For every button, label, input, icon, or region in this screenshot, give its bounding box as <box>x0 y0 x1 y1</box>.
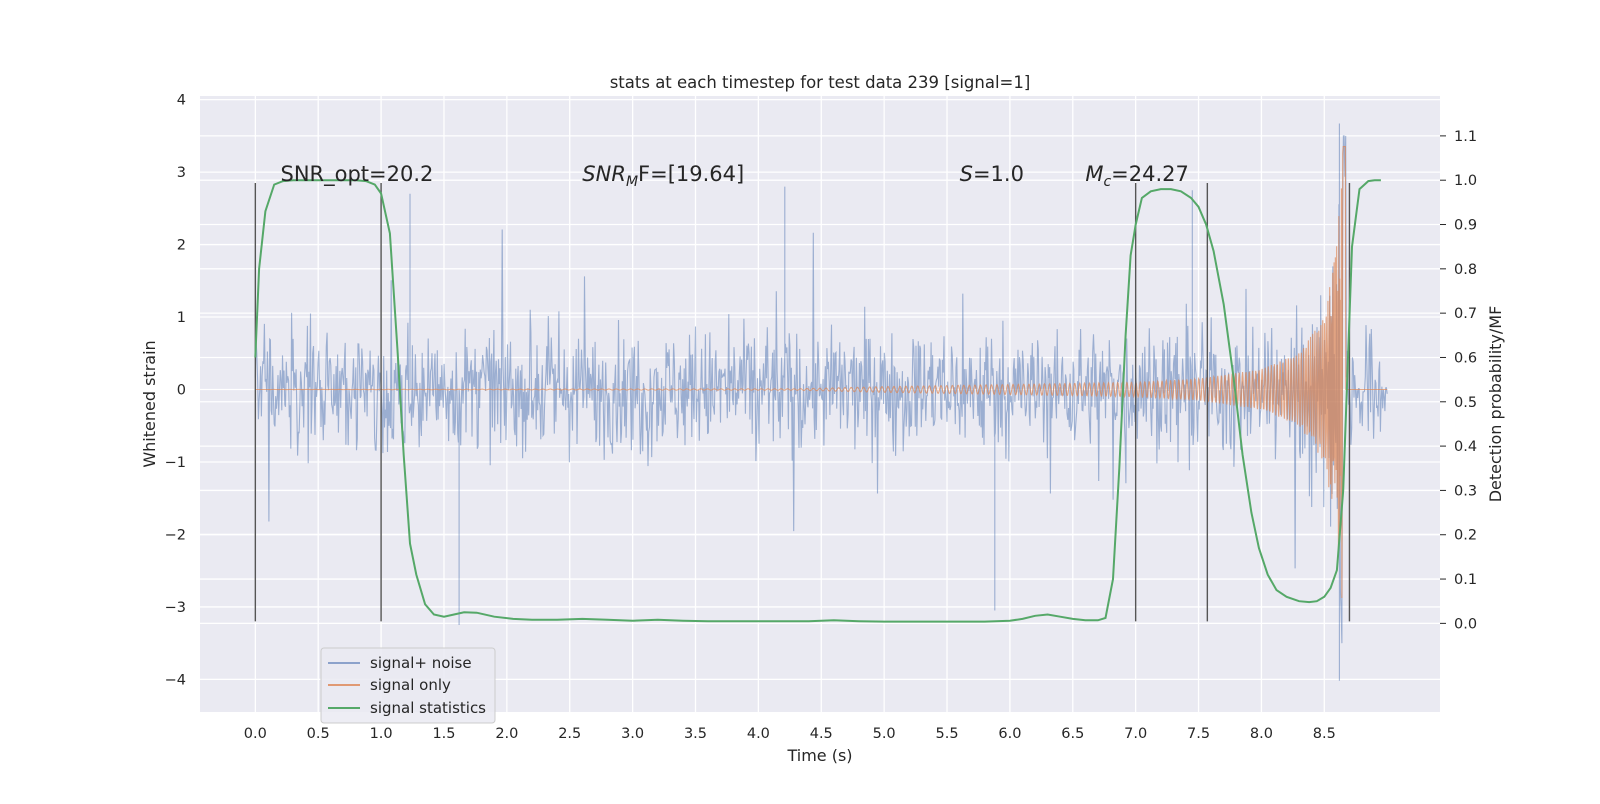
y-right-tick-label: 1.1 <box>1454 129 1477 145</box>
y-right-tick-label: 0.1 <box>1454 572 1477 588</box>
y-right-tick-label: 0.9 <box>1454 218 1477 234</box>
x-tick-label: 2.0 <box>495 726 518 742</box>
x-tick-label: 8.5 <box>1313 726 1336 742</box>
series-signal-statistics <box>254 179 1381 623</box>
y-tick-label: −2 <box>165 527 186 543</box>
series-signal-only <box>255 146 1388 599</box>
y-right-tick-label: 1.0 <box>1454 173 1477 189</box>
x-tick-label: 3.0 <box>621 726 644 742</box>
x-tick-label: 7.0 <box>1124 726 1147 742</box>
y-tick-label: 0 <box>177 383 186 399</box>
annotation-2: S=1.0 <box>960 162 1024 186</box>
y-tick-label: −4 <box>165 672 186 688</box>
annotation-0: SNR_opt=20.2 <box>280 162 433 187</box>
x-tick-label: 0.0 <box>244 726 267 742</box>
legend-box <box>320 647 496 724</box>
x-tick-label: 0.5 <box>307 726 330 742</box>
y-right-tick-label: 0.6 <box>1454 350 1477 366</box>
y-tick-label: 3 <box>177 165 186 181</box>
legend-label-signal-statistics: signal statistics <box>370 699 486 717</box>
y-right-tick-label: 0.3 <box>1454 483 1477 499</box>
y-tick-label: 4 <box>177 93 186 109</box>
y-right-tick-label: 0.5 <box>1454 395 1477 411</box>
annotation-1: SNRMF=[19.64] <box>582 162 744 190</box>
x-tick-label: 7.5 <box>1187 726 1210 742</box>
x-tick-label: 3.5 <box>684 726 707 742</box>
signal-statistics-line <box>254 179 1381 623</box>
y-right-tick-label: 0.8 <box>1454 262 1477 278</box>
y-tick-label: −1 <box>165 455 186 471</box>
x-tick-label: 4.0 <box>747 726 770 742</box>
y-right-tick-label: 0.7 <box>1454 306 1477 322</box>
x-tick-label: 4.5 <box>810 726 833 742</box>
y-tick-label: 1 <box>177 310 186 326</box>
y-right-tick-label: 0.4 <box>1454 439 1477 455</box>
x-tick-label: 1.0 <box>370 726 393 742</box>
legend-label-signal-only: signal only <box>370 676 451 694</box>
y-right-tick-labels: 1.1 1.0 0.9 0.8 0.7 0.6 0.5 0.4 0.3 0.2 0.1 0.0 <box>1440 129 1477 632</box>
x-tick-label: 2.5 <box>558 726 581 742</box>
annotation-3: Mc=24.27 <box>1085 162 1189 190</box>
x-tick-label: 6.0 <box>998 726 1021 742</box>
y-axis-label: Whitened strain <box>140 340 159 467</box>
annotations: SNR_opt=20.2 SNRMF=[19.64] S=1.0 Mc=24.27 <box>280 162 1188 190</box>
y-right-tick-label: 0.0 <box>1454 616 1477 632</box>
legend-label-signal-plus-noise: signal+ noise <box>370 654 472 672</box>
chart-title: stats at each timestep for test data 239… <box>610 73 1031 92</box>
y-tick-label: −3 <box>165 600 186 616</box>
x-tick-label: 8.0 <box>1250 726 1273 742</box>
x-tick-label: 6.5 <box>1061 726 1084 742</box>
signal-only-line <box>255 146 1388 599</box>
y-tick-label: 2 <box>177 238 186 254</box>
x-tick-label: 5.5 <box>935 726 958 742</box>
x-tick-label: 1.5 <box>432 726 455 742</box>
x-tick-labels: 0.0 0.5 1.0 1.5 2.0 2.5 3.0 3.5 4.0 4.5 5.0 5.5 6.0 6… <box>244 726 1336 742</box>
marker-lines <box>254 182 1351 622</box>
y-right-tick-label: 0.2 <box>1454 528 1477 544</box>
y-right-axis-label: Detection probability/MF <box>1486 306 1505 503</box>
legend: signal+ noise signal only signal statist… <box>320 647 496 724</box>
x-tick-label: 5.0 <box>873 726 896 742</box>
y-tick-labels: 4 3 2 1 0 −1 −2 −3 −4 <box>165 93 186 689</box>
x-axis-label: Time (s) <box>786 746 852 765</box>
